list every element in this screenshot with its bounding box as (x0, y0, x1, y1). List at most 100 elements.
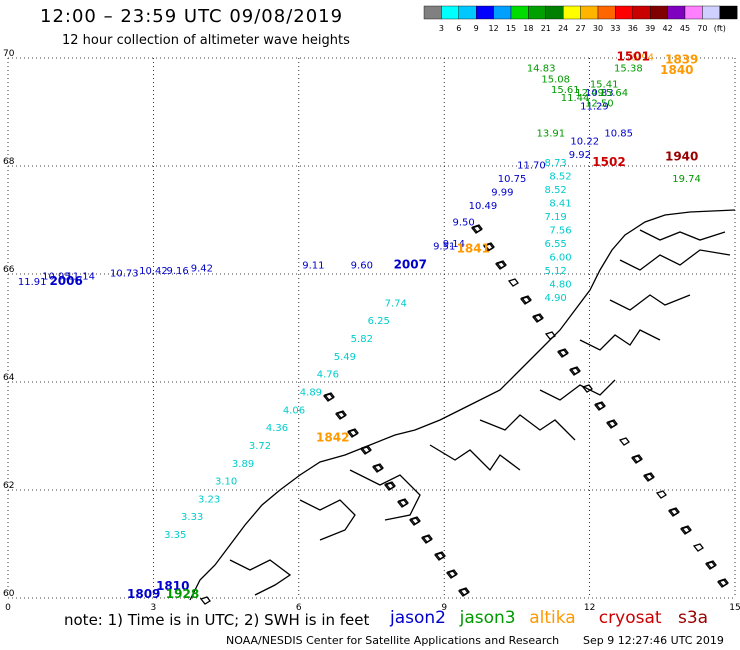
wave-height-point: 9.51 (433, 242, 455, 253)
wave-height-point: 12.50 (585, 99, 614, 110)
island-shape (655, 490, 667, 499)
wave-height-point: 3.10 (215, 477, 237, 488)
wave-height-point: 4.80 (549, 280, 571, 291)
island-shape (347, 428, 359, 437)
wave-height-point: 8.41 (549, 199, 571, 210)
satellite-legend-item: altika (529, 608, 576, 628)
wave-height-point: 8.52 (549, 172, 571, 183)
island-shape (557, 348, 569, 357)
island-shape (544, 331, 556, 340)
chart-title: 12:00 – 23:59 UTC 09/08/2019 (40, 6, 344, 27)
scale-swatch (650, 5, 668, 20)
wave-height-point: 14.83 (527, 64, 556, 75)
wave-height-point: 10.49 (469, 201, 498, 212)
y-tick-label: 66 (3, 265, 15, 275)
wave-height-point: 10.75 (498, 174, 527, 185)
wave-height-point: 10.83 (585, 88, 614, 99)
wave-height-point: 3.35 (164, 530, 186, 541)
scale-swatch (510, 5, 529, 20)
wave-height-point: 9.42 (191, 263, 213, 274)
island-shape (618, 437, 630, 446)
x-tick-label: 0 (5, 603, 11, 613)
wave-height-point: 11.14 (66, 271, 95, 282)
y-tick-label: 62 (3, 481, 14, 491)
island-shape (717, 578, 729, 587)
y-tick-label: 68 (3, 157, 15, 167)
wave-height-point: 8.52 (545, 185, 567, 196)
scale-label: 6 (456, 24, 461, 33)
scale-swatch (528, 5, 547, 20)
wave-height-point: 7.56 (549, 226, 571, 237)
wave-height-point: 8.73 (545, 158, 567, 169)
wave-height-point: 5.49 (334, 352, 356, 363)
wave-height-point: 6.00 (549, 253, 571, 264)
chart-subtitle: 12 hour collection of altimeter wave hei… (62, 33, 350, 48)
scale-label: 70 (697, 24, 707, 33)
scale-swatch (597, 5, 616, 20)
coastline-segment (579, 329, 661, 351)
wave-height-point: 1501 (617, 50, 650, 64)
scale-swatch (667, 5, 686, 20)
wave-height-point: 3.33 (181, 512, 203, 523)
island-shape (594, 401, 606, 410)
island-shape (323, 392, 335, 401)
wave-height-point: 10.95 (42, 271, 71, 282)
scale-swatch (441, 5, 459, 20)
wave-height-point: 1810 (156, 579, 189, 593)
wave-height-point: 1840 (660, 63, 693, 77)
wave-height-point: 1839 (665, 52, 698, 66)
wave-height-point: 2006 (49, 274, 82, 288)
island-shape (495, 260, 507, 269)
wave-height-point: 4.89 (300, 388, 322, 399)
y-tick-label: 60 (3, 589, 15, 599)
wave-height-point: 11.29 (580, 101, 609, 112)
coastline-segment (479, 414, 576, 441)
wave-height-point: 7.19 (545, 212, 567, 223)
scale-label: 12 (489, 24, 499, 33)
wave-height-point: 11.91 (18, 277, 47, 288)
island-shape (199, 596, 211, 605)
wave-height-point: 9.99 (491, 188, 513, 199)
scale-label: 39 (645, 24, 655, 33)
wave-height-point: 7.74 (385, 298, 407, 309)
scale-label: 9 (474, 24, 479, 33)
wave-height-point: 15.41 (590, 80, 619, 91)
island-shape (668, 507, 680, 516)
wave-height-point: 10.22 (570, 136, 599, 147)
scale-label: 3 (439, 24, 444, 33)
island-shape (680, 525, 692, 534)
island-shape (581, 384, 593, 393)
y-tick-label: 70 (3, 49, 15, 59)
coastline (189, 209, 736, 605)
wave-height-point: 5.94 (632, 53, 654, 64)
island-shape (372, 463, 384, 472)
wave-height-point: 9.92 (569, 150, 591, 161)
scale-swatch (615, 5, 634, 20)
coastline-segment (189, 209, 736, 601)
wave-height-point: 1809 (127, 587, 160, 601)
scale-swatch (423, 5, 442, 20)
island-shape (421, 534, 433, 543)
satellite-legend-item: jason2 (390, 608, 446, 628)
scale-swatch (684, 5, 703, 20)
island-shape (384, 481, 396, 490)
wave-height-point: 1928 (166, 587, 199, 601)
x-tick-label: 9 (441, 603, 447, 613)
wave-height-point: 3.23 (198, 494, 220, 505)
wave-height-point: 10.85 (604, 128, 633, 139)
wave-height-point: 15.61 (551, 85, 580, 96)
x-tick-label: 3 (151, 603, 157, 613)
wave-height-point: 9.11 (302, 261, 324, 272)
color-scale-legend: 3 6 9 12 15 18 21 24 27 30 33 36 39 42 45 70 (ft) (423, 5, 738, 33)
y-tick-label: 64 (3, 373, 15, 383)
island-shape (409, 516, 421, 525)
satellite-legend-item: cryosat (598, 608, 662, 628)
wave-height-point: 6.25 (368, 316, 390, 327)
scale-label: 30 (593, 24, 603, 33)
wave-height-point: 12.49 (575, 88, 604, 99)
wave-height-point: 9.14 (443, 239, 465, 250)
credit-text: NOAA/NESDIS Center for Satellite Applica… (226, 634, 560, 647)
wave-height-point: 1841 (457, 241, 490, 255)
island-shape (360, 445, 372, 454)
